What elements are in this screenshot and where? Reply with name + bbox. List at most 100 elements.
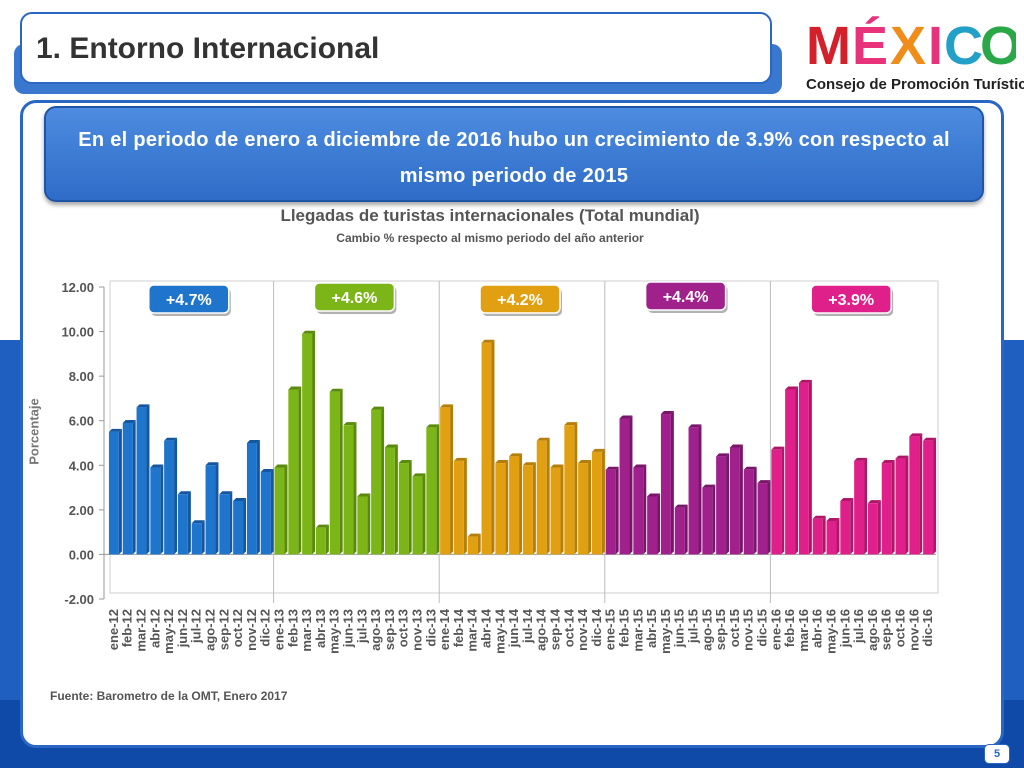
bar xyxy=(426,427,437,555)
bar xyxy=(591,451,602,555)
bar-side xyxy=(132,419,136,555)
x-tick-label: nov-14 xyxy=(575,608,590,651)
bar xyxy=(315,527,326,555)
bar-top xyxy=(591,448,605,452)
bar-side xyxy=(767,480,771,555)
bar xyxy=(923,440,934,555)
bar-side xyxy=(588,460,592,555)
x-tick-label: ene-14 xyxy=(437,608,452,650)
bar xyxy=(329,391,340,555)
bar-side xyxy=(367,493,371,555)
year-badge xyxy=(644,281,727,311)
bar-top xyxy=(550,464,564,468)
bar xyxy=(826,521,837,555)
bar xyxy=(288,389,299,555)
bar xyxy=(384,447,395,555)
bar xyxy=(453,460,464,555)
x-tick-label: jun-13 xyxy=(341,609,356,648)
summary-banner: En el periodo de enero a diciembre de 20… xyxy=(44,106,984,202)
bar-top xyxy=(150,464,164,468)
bar-top xyxy=(315,524,329,528)
year-badge-label: +3.9% xyxy=(828,292,874,309)
bar-top xyxy=(453,457,467,461)
x-tick-label: jul-14 xyxy=(520,608,535,644)
bar-top xyxy=(398,460,412,464)
bar-side xyxy=(753,466,757,555)
y-tick-label: 2.00 xyxy=(69,503,94,518)
bar-side xyxy=(408,460,412,555)
bar-top xyxy=(688,424,702,428)
x-tick-label: feb-14 xyxy=(451,608,466,647)
bar-side xyxy=(836,518,840,555)
bar xyxy=(647,496,658,555)
x-tick-label: jul-16 xyxy=(851,609,866,644)
bar-top xyxy=(757,480,771,484)
bar-side xyxy=(312,330,316,555)
bar-side xyxy=(463,457,467,555)
bar-top xyxy=(702,484,716,488)
bar-top xyxy=(729,444,743,448)
bar-side xyxy=(174,437,178,555)
bar-side xyxy=(491,339,495,555)
bar-side xyxy=(381,406,385,555)
bar-top xyxy=(343,422,357,426)
bar-top xyxy=(619,415,633,419)
y-tick-label: 12.00 xyxy=(61,280,94,295)
bar-side xyxy=(339,388,343,555)
bar xyxy=(909,436,920,555)
bar xyxy=(509,456,520,555)
bar xyxy=(233,500,244,555)
bar-side xyxy=(256,440,260,555)
bar-top xyxy=(302,330,316,334)
bar-top xyxy=(233,497,247,501)
x-tick-label: dic-14 xyxy=(589,608,604,646)
bar-side xyxy=(643,464,647,555)
svg-text:M: M xyxy=(806,16,851,72)
bar-top xyxy=(481,339,495,343)
x-tick-label: feb-15 xyxy=(617,609,632,647)
bar-top xyxy=(674,504,688,508)
x-tick-label: nov-12 xyxy=(244,609,259,651)
bar-top xyxy=(329,388,343,392)
bar xyxy=(522,465,533,555)
bar xyxy=(867,503,878,555)
x-tick-label: jun-16 xyxy=(837,609,852,648)
bar-top xyxy=(122,419,136,423)
bar-top xyxy=(785,386,799,390)
year-badge-label: +4.7% xyxy=(166,292,212,309)
bar xyxy=(122,422,133,555)
bar xyxy=(757,483,768,555)
mexico-logo: M É X I C O Consejo de Promoción Turísti… xyxy=(800,6,1024,96)
bar-top xyxy=(509,453,523,457)
x-tick-label: ene-12 xyxy=(106,609,121,650)
bar xyxy=(440,407,451,555)
bar xyxy=(660,414,671,555)
bar-side xyxy=(215,462,219,555)
bar-top xyxy=(895,455,909,459)
bar-side xyxy=(795,386,799,555)
bar xyxy=(274,467,285,555)
bar xyxy=(785,389,796,555)
bar-side xyxy=(808,379,812,555)
x-tick-label: mar-14 xyxy=(465,608,480,651)
banner-text: En el periodo de enero a diciembre de 20… xyxy=(78,129,950,187)
chart-title: Llegadas de turistas internacionales (To… xyxy=(280,206,700,225)
bar xyxy=(136,407,147,555)
x-tick-label: jul-12 xyxy=(189,609,204,644)
bar-side xyxy=(519,453,523,555)
bar-top xyxy=(440,404,454,408)
bar xyxy=(688,427,699,555)
bar-side xyxy=(284,464,288,555)
bar-side xyxy=(422,473,426,555)
bar-side xyxy=(864,457,868,555)
bar xyxy=(398,463,409,555)
x-tick-label: dic-16 xyxy=(920,609,935,647)
y-tick-label: 0.00 xyxy=(69,547,94,562)
bar xyxy=(633,467,644,555)
year-badge-label: +4.6% xyxy=(331,290,377,307)
bar-top xyxy=(522,462,536,466)
bar-side xyxy=(436,424,440,555)
bar xyxy=(108,431,119,555)
bar-side xyxy=(187,491,191,555)
